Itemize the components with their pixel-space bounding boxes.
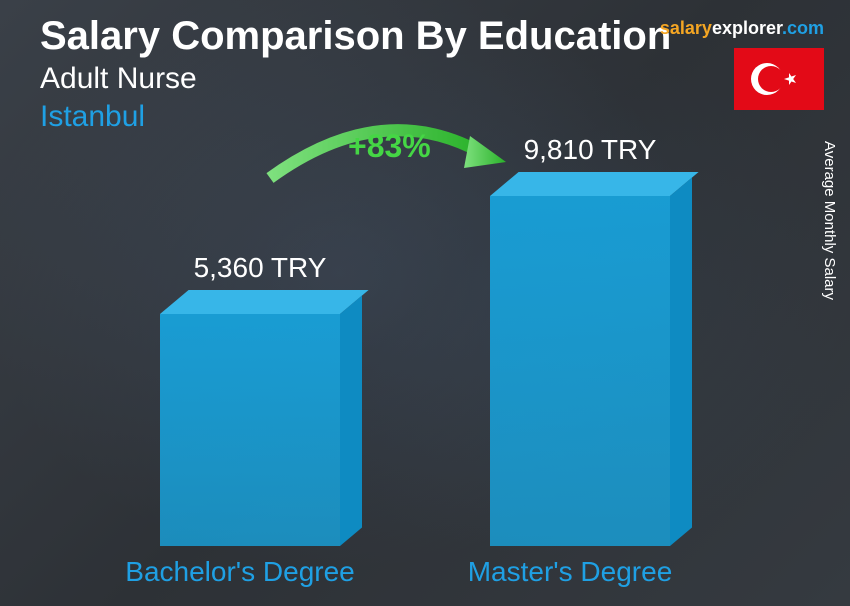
job-title: Adult Nurse [40,62,197,96]
brand-part-1: salary [660,18,712,38]
chart-title: Salary Comparison By Education [40,14,671,59]
infographic-canvas: Salary Comparison By Education Adult Nur… [0,0,850,606]
y-axis-label: Average Monthly Salary [821,141,838,300]
bar-masters: 9,810 TRY Master's Degree [480,196,680,546]
bar-top-face [160,290,369,314]
turkey-flag-icon [734,48,824,110]
bar-side-face [340,296,362,546]
bar-label: Master's Degree [430,556,710,588]
bar-label: Bachelor's Degree [100,556,380,588]
bar-bachelors: 5,360 TRY Bachelor's Degree [150,314,350,546]
bar-front-face [160,314,340,546]
increase-percent: +83% [348,128,431,165]
brand-part-2: explorer [712,18,782,38]
bar-top-face [490,172,699,196]
brand-logo: salaryexplorer.com [660,18,824,39]
brand-part-3: .com [782,18,824,38]
bar-front-face [490,196,670,546]
bar-value: 5,360 TRY [130,252,390,284]
bar-side-face [670,178,692,546]
bar-chart: +83% 5,360 TRY Bachelor's Degree 9,810 T… [120,146,740,546]
location-label: Istanbul [40,100,145,134]
